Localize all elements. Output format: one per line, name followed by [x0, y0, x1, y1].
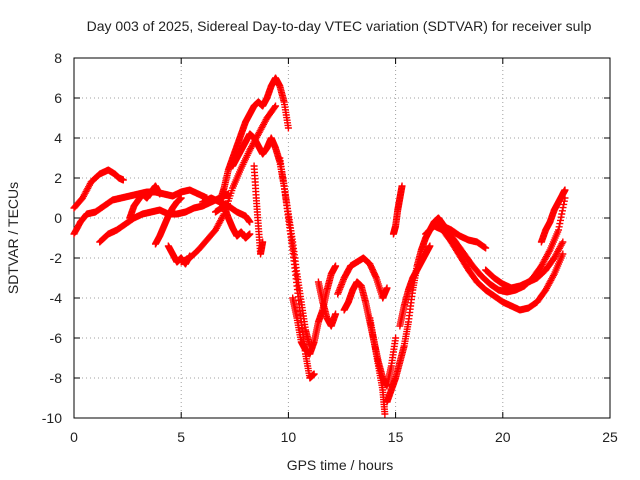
series-track-2: [70, 186, 211, 238]
y-tick-label: 8: [54, 50, 62, 66]
y-tick-label: -2: [50, 250, 63, 266]
data-point: [156, 190, 164, 198]
series-track-16: [334, 254, 391, 302]
grid-lines: [73, 57, 611, 419]
y-tick-label: -4: [50, 290, 63, 306]
y-tick-label: 2: [54, 170, 62, 186]
series-track-15: [314, 278, 340, 330]
chart-title: Day 003 of 2025, Sidereal Day-to-day VTE…: [87, 18, 592, 34]
data-point: [561, 186, 569, 194]
data-point: [332, 262, 340, 270]
data-point: [119, 176, 127, 184]
series-track-10: [216, 74, 292, 206]
data-point: [398, 182, 406, 190]
data-point: [545, 248, 553, 256]
data-point: [259, 238, 267, 246]
data-point: [559, 238, 567, 246]
data-point: [332, 310, 340, 318]
data-point: [482, 244, 490, 252]
data-point: [559, 250, 567, 258]
x-tick-label: 15: [388, 429, 404, 445]
data-point: [177, 194, 185, 202]
series-track-19: [383, 214, 451, 406]
series-track-5: [151, 194, 185, 248]
data-point: [383, 284, 391, 292]
y-tick-label: -6: [50, 330, 63, 346]
series-track-12: [250, 162, 267, 258]
data-point: [246, 230, 254, 238]
x-tick-label: 0: [70, 429, 78, 445]
data-point: [392, 334, 400, 342]
data-point: [381, 410, 389, 418]
data-points: [70, 74, 569, 418]
series-track-24: [439, 222, 490, 252]
x-tick-label: 5: [177, 429, 185, 445]
data-point: [246, 218, 254, 226]
x-axis-label: GPS time / hours: [287, 457, 394, 473]
y-tick-label: 0: [54, 210, 62, 226]
series-track-17: [340, 278, 400, 390]
x-tick-label: 25: [602, 429, 618, 445]
data-point: [272, 102, 280, 110]
tick-labels: 0 5 10 15 20 25 -10 -8 -6 -4 -2 0 2 4 6 8: [42, 50, 618, 445]
data-point: [549, 272, 557, 280]
x-tick-label: 10: [281, 429, 297, 445]
y-tick-label: 4: [54, 130, 62, 146]
data-point: [310, 370, 318, 378]
series-track-7: [177, 102, 280, 266]
y-tick-label: -10: [42, 410, 62, 426]
series-track-25: [482, 238, 567, 292]
series-track-21: [396, 242, 434, 330]
plot-frame: [73, 57, 611, 419]
series-track-1: [70, 166, 127, 212]
series-track-20: [389, 182, 406, 238]
data-point: [271, 103, 279, 111]
series-track-26: [537, 186, 569, 246]
y-tick-label: 6: [54, 90, 62, 106]
y-axis-label: SDTVAR / TECUs: [5, 182, 21, 294]
axis-ticks: [73, 57, 611, 419]
series-track-9: [212, 202, 254, 242]
x-tick-label: 20: [495, 429, 511, 445]
data-point: [284, 124, 292, 132]
data-point: [558, 240, 566, 248]
data-point: [426, 242, 434, 250]
y-tick-label: -8: [50, 370, 63, 386]
series-track-4: [126, 182, 164, 222]
